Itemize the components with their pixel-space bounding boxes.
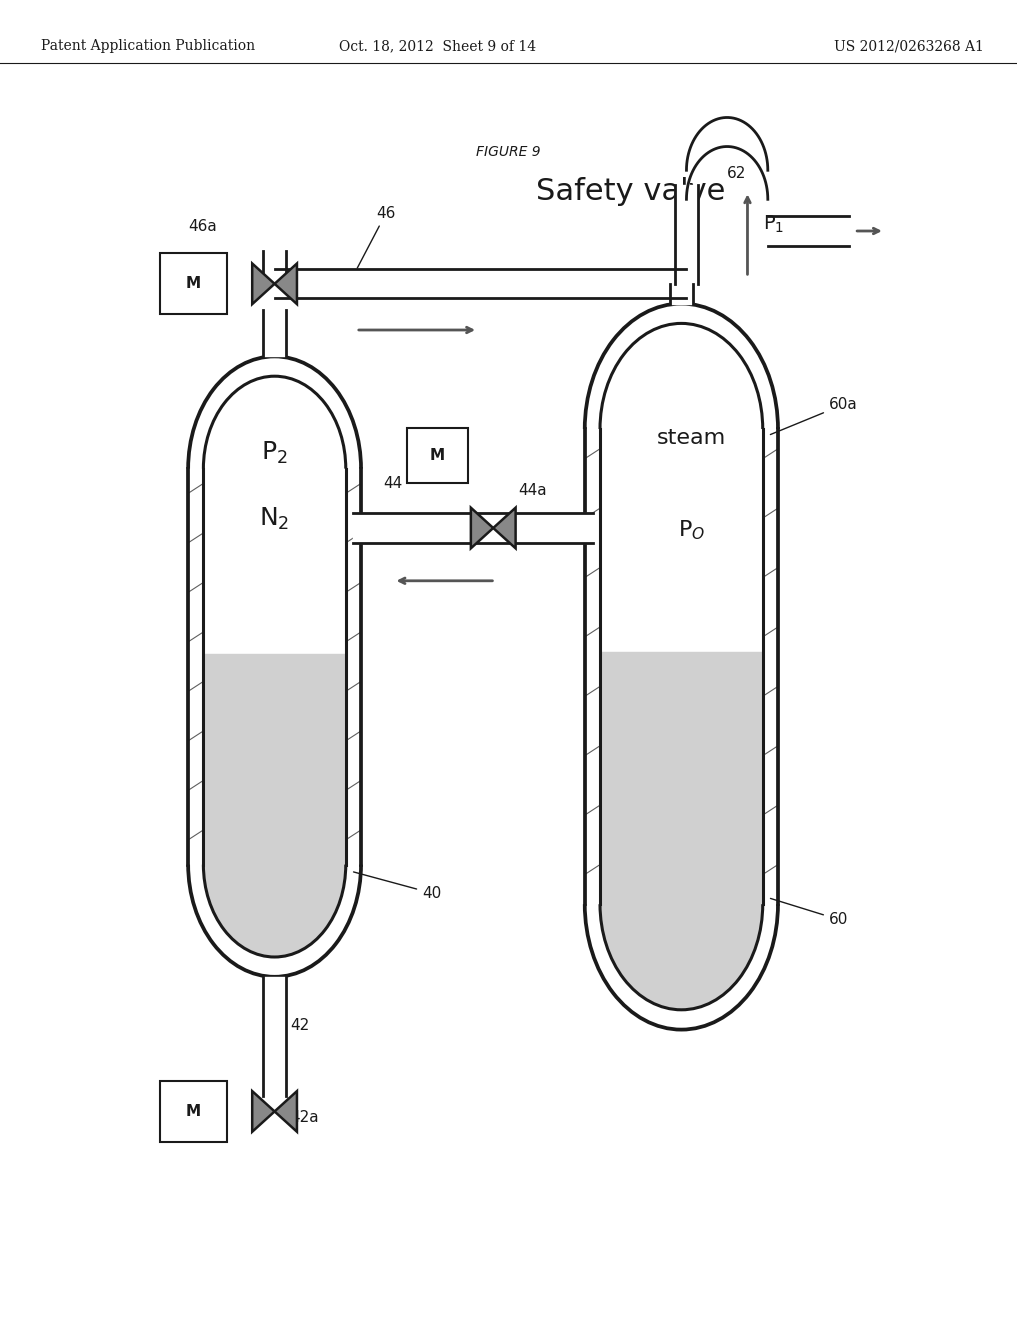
Text: 60: 60 — [770, 899, 848, 927]
Polygon shape — [252, 264, 274, 304]
Text: M: M — [185, 276, 201, 292]
Text: 40: 40 — [353, 873, 441, 900]
Text: 46: 46 — [357, 206, 395, 268]
Text: 44: 44 — [383, 477, 402, 491]
Text: 46a: 46a — [188, 219, 217, 234]
Text: P$_O$: P$_O$ — [678, 519, 706, 543]
Polygon shape — [494, 508, 516, 548]
Text: 62: 62 — [727, 166, 746, 181]
Text: M: M — [430, 447, 444, 463]
Text: 44a: 44a — [519, 483, 547, 498]
Text: FIGURE 9: FIGURE 9 — [476, 145, 541, 158]
Text: Safety valve: Safety valve — [536, 177, 725, 206]
Wedge shape — [204, 865, 346, 957]
Text: P$_2$: P$_2$ — [261, 440, 288, 466]
Bar — [600, 429, 763, 904]
Bar — [204, 469, 346, 865]
Wedge shape — [600, 904, 763, 1010]
Text: steam: steam — [657, 428, 726, 449]
Text: M: M — [185, 1104, 201, 1119]
Polygon shape — [274, 264, 297, 304]
Wedge shape — [600, 904, 763, 1010]
Text: 42a: 42a — [290, 1110, 318, 1125]
Polygon shape — [252, 1092, 274, 1131]
Bar — [600, 652, 763, 904]
Polygon shape — [471, 508, 494, 548]
Wedge shape — [204, 865, 346, 957]
Text: 60a: 60a — [770, 397, 857, 434]
Wedge shape — [600, 323, 763, 429]
Bar — [160, 253, 226, 314]
Text: 42: 42 — [290, 1018, 309, 1032]
Text: N$_2$: N$_2$ — [259, 506, 290, 532]
Bar — [204, 655, 346, 865]
Text: US 2012/0263268 A1: US 2012/0263268 A1 — [834, 40, 984, 53]
Text: Patent Application Publication: Patent Application Publication — [41, 40, 255, 53]
Text: Oct. 18, 2012  Sheet 9 of 14: Oct. 18, 2012 Sheet 9 of 14 — [339, 40, 536, 53]
Polygon shape — [274, 1092, 297, 1131]
Wedge shape — [204, 376, 346, 469]
Text: P$_1$: P$_1$ — [763, 214, 784, 235]
Bar — [160, 1081, 226, 1142]
Bar — [407, 428, 468, 483]
